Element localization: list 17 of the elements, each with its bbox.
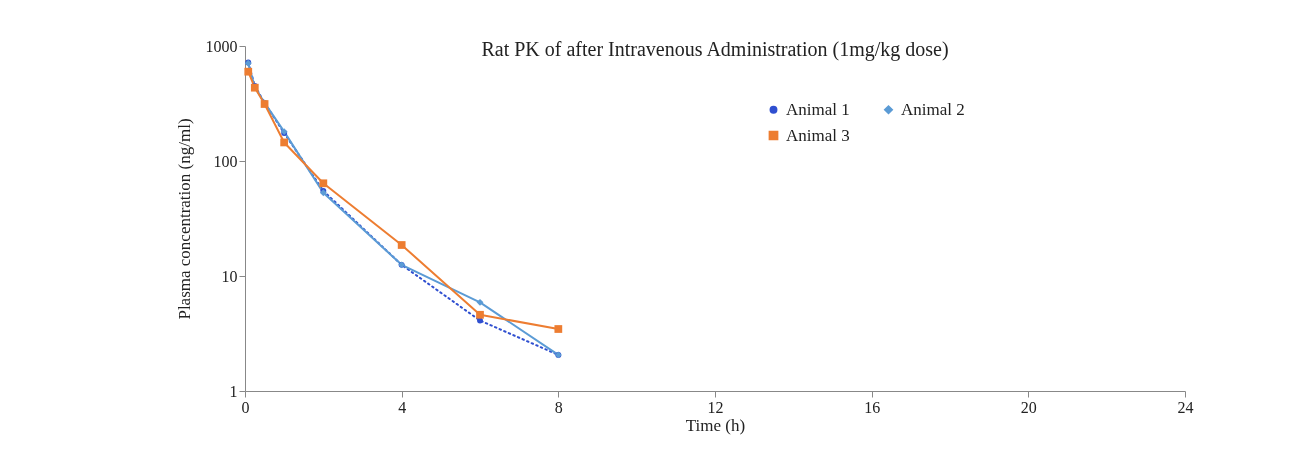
x-tick-label: 24 [1177, 398, 1194, 416]
y-tick-label: 1000 [205, 37, 238, 55]
legend-label: Animal 2 [901, 99, 965, 119]
chart-title: Rat PK of after Intravenous Administration (1mg/kg dose) [481, 38, 949, 61]
legend-label: Animal 3 [786, 125, 850, 145]
x-tick-label: 20 [1020, 398, 1037, 416]
x-tick-label: 4 [398, 398, 407, 416]
y-tick-label: 10 [221, 267, 238, 285]
x-tick-label: 8 [554, 398, 563, 416]
y-axis-title: Plasma concentration (ng/ml) [174, 118, 194, 320]
y-tick-label: 1 [229, 382, 238, 400]
x-tick-label: 12 [707, 398, 724, 416]
x-tick-label: 0 [241, 398, 250, 416]
x-tick-label: 16 [864, 398, 881, 416]
x-axis-title: Time (h) [685, 415, 746, 435]
legend-label: Animal 1 [786, 99, 850, 119]
y-tick-label: 100 [213, 152, 238, 170]
